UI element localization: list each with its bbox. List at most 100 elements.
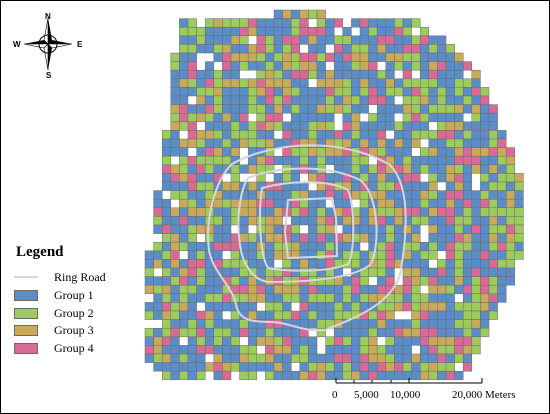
grid-cell [230, 190, 240, 200]
grid-cell [428, 52, 438, 62]
grid-cell [385, 267, 395, 277]
grid-cell [385, 78, 395, 88]
grid-cell [445, 267, 455, 277]
grid-cell [454, 241, 464, 252]
grid-cell [359, 130, 369, 140]
grid-cell [368, 267, 378, 277]
grid-cell [342, 104, 352, 114]
grid-cell [359, 95, 369, 105]
grid-cell [247, 293, 258, 303]
grid-cell [359, 164, 369, 174]
grid-cell [273, 121, 283, 131]
grid-cell [187, 130, 197, 140]
grid-cell [196, 216, 206, 226]
grid-cell [376, 276, 387, 286]
grid-cell [471, 155, 481, 166]
grid-cell [480, 250, 490, 260]
grid-cell [514, 216, 524, 226]
grid-cell [402, 78, 412, 88]
grid-cell [359, 78, 369, 88]
grid-cell [419, 61, 430, 71]
grid-cell [411, 155, 421, 166]
grid-cell [230, 130, 240, 140]
grid-cell [394, 224, 404, 234]
grid-cell [247, 104, 258, 114]
grid-cell [445, 284, 455, 295]
grid-cell [239, 121, 249, 131]
grid-cell [376, 362, 387, 372]
grid-cell [299, 95, 309, 105]
grid-cell [419, 310, 430, 320]
grid-cell [265, 319, 275, 329]
grid-cell [187, 353, 197, 363]
grid-cell [265, 336, 275, 346]
grid-cell [333, 327, 344, 338]
grid-cell [368, 181, 378, 191]
grid-cell [308, 302, 318, 312]
grid-cell [471, 267, 481, 277]
grid-cell [222, 241, 232, 252]
grid-cell [256, 26, 266, 37]
grid-cell [247, 216, 258, 226]
grid-cell [359, 345, 369, 355]
grid-cell [179, 198, 189, 209]
grid-cell [497, 233, 507, 243]
grid-cell [454, 87, 464, 97]
grid-cells-layer [144, 9, 524, 381]
grid-cell [333, 293, 344, 303]
grid-cell [196, 319, 206, 329]
grid-cell [488, 181, 498, 191]
grid-cell [342, 164, 352, 174]
grid-cell [376, 173, 387, 183]
grid-cell [368, 87, 378, 97]
grid-cell [514, 173, 524, 183]
grid-cell [247, 241, 258, 252]
grid-cell [230, 52, 240, 62]
grid-cell [290, 35, 301, 45]
grid-cell [161, 181, 172, 191]
grid-cell [325, 78, 335, 88]
grid-cell [385, 216, 395, 226]
grid-cell [402, 319, 412, 329]
grid-cell [282, 78, 292, 88]
grid-cell [273, 35, 283, 45]
grid-cell [247, 95, 258, 105]
grid-cell [239, 44, 249, 54]
grid-cell [265, 327, 275, 338]
grid-cell [273, 353, 283, 363]
grid-cell [428, 207, 438, 217]
grid-cell [316, 259, 326, 269]
grid-cell [505, 173, 516, 183]
grid-cell [351, 78, 361, 88]
grid-cell [265, 310, 275, 320]
grid-cell [385, 190, 395, 200]
grid-cell [428, 87, 438, 97]
grid-cell [213, 224, 223, 234]
grid-cell [247, 155, 258, 166]
grid-cell [170, 276, 180, 286]
grid-cell [342, 61, 352, 71]
grid-cell [480, 147, 490, 157]
legend-swatch-group-2 [14, 307, 38, 319]
grid-cell [196, 69, 206, 80]
grid-cell [342, 95, 352, 105]
grid-cell [239, 327, 249, 338]
grid-cell [385, 173, 395, 183]
grid-cell [230, 35, 240, 45]
grid-cell [419, 181, 430, 191]
grid-cell [204, 35, 215, 45]
grid-cell [428, 61, 438, 71]
grid-cell [505, 216, 516, 226]
grid-cell [316, 26, 326, 37]
grid-cell [308, 69, 318, 80]
grid-cell [368, 138, 378, 148]
grid-cell [187, 259, 197, 269]
grid-cell [333, 336, 344, 346]
grid-cell [342, 121, 352, 131]
grid-cell [196, 138, 206, 148]
grid-cell [316, 112, 326, 123]
grid-cell [402, 181, 412, 191]
grid-cell [290, 310, 301, 320]
grid-cell [445, 181, 455, 191]
ring-road-swatch [14, 276, 38, 278]
